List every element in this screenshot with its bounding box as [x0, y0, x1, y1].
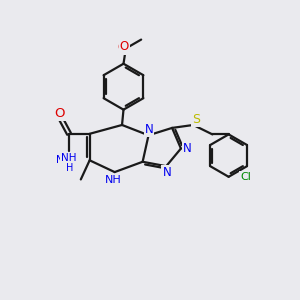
Text: N: N: [145, 123, 154, 136]
Text: NH: NH: [61, 153, 77, 163]
Text: O: O: [120, 40, 129, 53]
Text: O: O: [54, 107, 64, 120]
Text: H: H: [66, 163, 73, 173]
Text: N: N: [183, 142, 192, 155]
Text: NH: NH: [105, 175, 122, 185]
Text: N: N: [162, 166, 171, 179]
Text: S: S: [192, 112, 200, 126]
Text: Cl: Cl: [240, 172, 251, 182]
Text: NH₂: NH₂: [56, 155, 75, 165]
Text: O: O: [117, 41, 127, 54]
